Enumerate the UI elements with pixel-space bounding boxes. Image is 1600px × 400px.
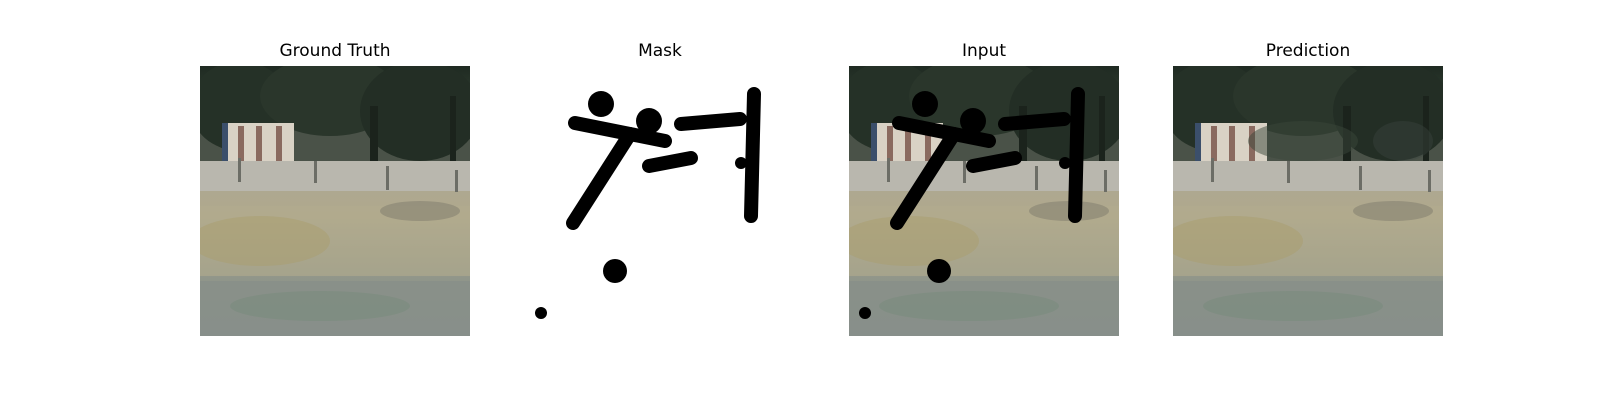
- prediction-title: Prediction: [1265, 41, 1351, 61]
- prediction-panel: Prediction: [1173, 36, 1443, 336]
- ground-truth-title: Ground Truth: [279, 41, 391, 61]
- input-image: [849, 66, 1119, 336]
- ground-truth-image: [200, 66, 470, 336]
- ground-truth-panel: Ground Truth: [200, 36, 470, 336]
- prediction-image: [1173, 66, 1443, 336]
- input-panel: Input: [849, 36, 1119, 336]
- mask-image: [525, 66, 795, 336]
- mask-panel: Mask: [525, 36, 795, 336]
- input-title: Input: [961, 41, 1007, 61]
- mask-title: Mask: [638, 41, 682, 61]
